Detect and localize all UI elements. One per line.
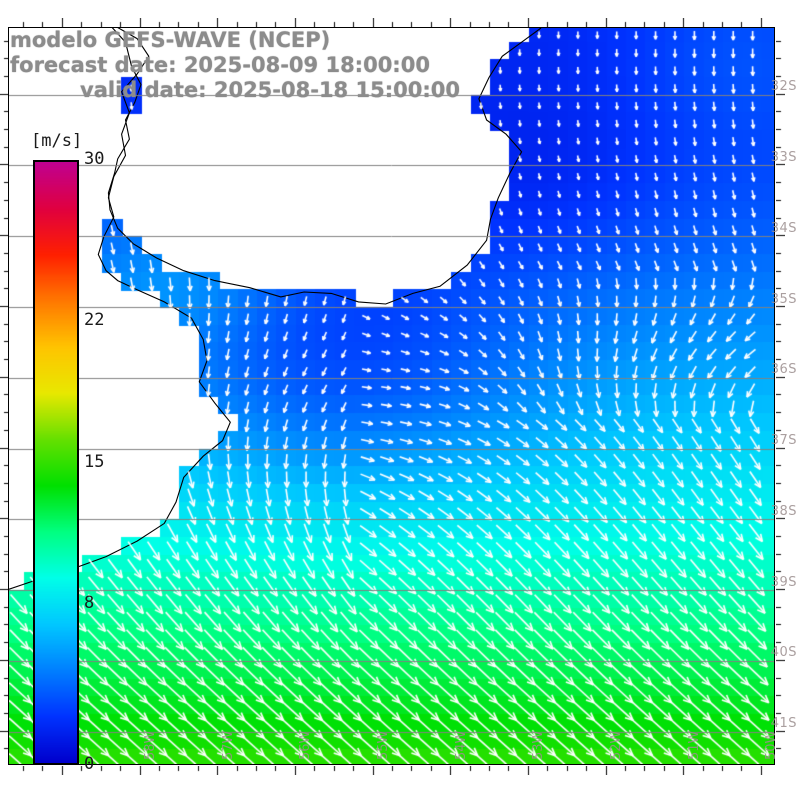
lat-label-35S: 35S [770, 291, 797, 307]
lon-label-53W: 53W [531, 730, 547, 760]
lon-label-52W: 52W [609, 730, 625, 760]
lon-label-55W: 55W [376, 730, 392, 760]
lat-label-32S: 32S [770, 79, 797, 95]
right-axis-ticks [776, 27, 785, 765]
lat-label-39S: 39S [770, 574, 797, 590]
left-axis-ticks [0, 27, 9, 765]
lat-label-33S: 33S [770, 150, 797, 165]
lon-label-56W: 56W [298, 730, 314, 760]
colorbar-tick-22: 22 [84, 310, 105, 331]
lon-label-57W: 57W [220, 730, 236, 760]
lon-label-54W: 54W [453, 730, 469, 760]
lat-label-34S: 34S [770, 220, 797, 236]
lat-label-36S: 36S [770, 362, 797, 378]
lat-label-41S: 41S [770, 716, 797, 732]
title-valid-date: valid date: 2025-08-18 15:00:00 [80, 78, 460, 102]
title-forecast-date: forecast date: 2025-08-09 18:00:00 [10, 53, 430, 77]
colorbar-tick-30: 30 [84, 149, 105, 169]
colorbar-unit-label: [m/s] [29, 131, 85, 151]
title-block: modelo GEFS-WAVE (NCEP) forecast date: 2… [10, 28, 530, 103]
lat-label-40S: 40S [770, 645, 797, 661]
lat-label-37S: 37S [770, 433, 797, 449]
colorbar-tick-8: 8 [84, 592, 95, 613]
colorbar-gradient [33, 160, 79, 765]
colorbar-tick-15: 15 [84, 451, 105, 472]
colorbar[interactable] [33, 160, 79, 765]
lat-label-38S: 38S [770, 503, 797, 519]
lon-label-51W: 51W [686, 730, 702, 760]
graticule-grid-layer [9, 28, 774, 764]
top-axis-ticks [8, 18, 775, 27]
map-plot-area[interactable] [8, 27, 775, 765]
bottom-axis-ticks [8, 766, 775, 775]
lon-label-58W: 58W [143, 730, 159, 760]
title-model: modelo GEFS-WAVE (NCEP) [10, 28, 331, 52]
colorbar-tick-0: 0 [84, 754, 95, 774]
lon-label-50W: 50W [764, 730, 780, 760]
